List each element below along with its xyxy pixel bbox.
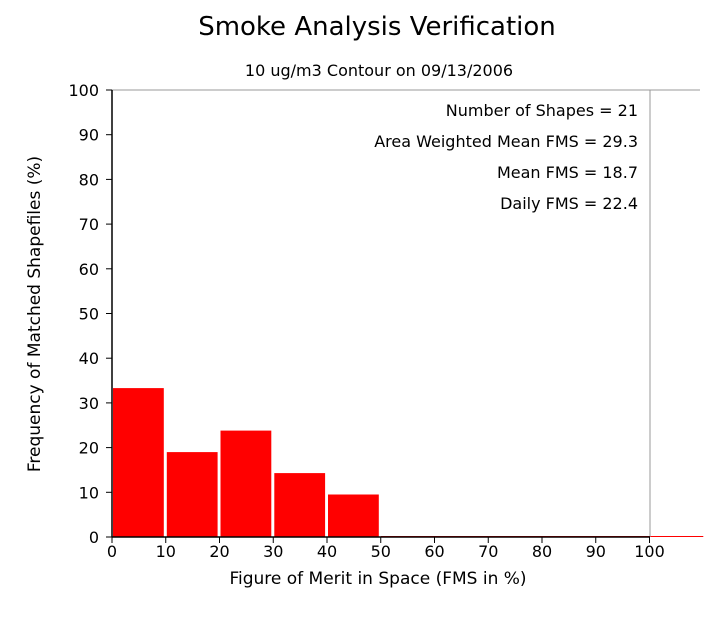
axes-group: 0 10 20 30 40 50 60 70 80 90 100 0 10 20 30 40 50 60 70 80 9…	[68, 81, 700, 561]
x-tick-label-50: 50	[371, 542, 391, 561]
y-tick-label-20: 20	[79, 439, 99, 458]
x-tick-label-90: 90	[586, 542, 606, 561]
x-tick-label-0: 0	[107, 542, 117, 561]
x-tick-label-30: 30	[263, 542, 283, 561]
annotation-1: Number of Shapes = 21	[446, 101, 638, 120]
y-tick-label-60: 60	[79, 260, 99, 279]
y-tick-label-90: 90	[79, 126, 99, 145]
y-tick-label-0: 0	[89, 528, 99, 547]
x-tick-label-60: 60	[424, 542, 444, 561]
y-tick-label-40: 40	[79, 349, 99, 368]
x-axis-title: Figure of Merit in Space (FMS in %)	[229, 569, 526, 589]
bar-1	[166, 452, 218, 537]
y-axis-title: Frequency of Matched Shapefiles (%)	[25, 156, 45, 472]
y-tick-label-80: 80	[79, 170, 99, 189]
x-tick-label-100: 100	[634, 542, 665, 561]
x-tick-label-10: 10	[156, 542, 176, 561]
x-tick-label-70: 70	[478, 542, 498, 561]
x-tick-label-20: 20	[209, 542, 229, 561]
y-tick-label-10: 10	[79, 483, 99, 502]
chart-subtitle: 10 ug/m3 Contour on 09/13/2006	[245, 61, 513, 80]
annotation-group: Number of Shapes = 21 Area Weighted Mean …	[374, 101, 638, 213]
bar-2	[220, 430, 272, 537]
y-tick-label-50: 50	[79, 305, 99, 324]
y-tick-label-100: 100	[68, 81, 99, 100]
bar-4	[328, 494, 379, 537]
y-tick-label-30: 30	[79, 394, 99, 413]
x-tick-label-80: 80	[532, 542, 552, 561]
chart-title: Smoke Analysis Verification	[198, 12, 556, 42]
bar-3	[274, 473, 326, 537]
bar-group	[113, 388, 704, 537]
y-tick-label-70: 70	[79, 215, 99, 234]
annotation-4: Daily FMS = 22.4	[500, 194, 638, 213]
bar-0	[113, 388, 164, 537]
annotation-3: Mean FMS = 18.7	[497, 163, 638, 182]
annotation-2: Area Weighted Mean FMS = 29.3	[374, 132, 638, 151]
x-tick-label-40: 40	[317, 542, 337, 561]
